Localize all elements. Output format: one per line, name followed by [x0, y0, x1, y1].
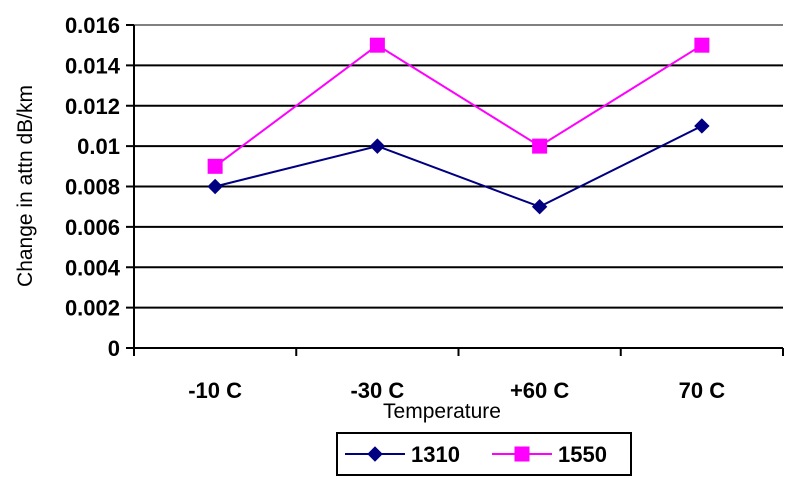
legend-label-1550: 1550 [558, 442, 607, 467]
y-axis-title: Change in attn dB/km [14, 85, 37, 287]
gridlines [134, 24, 783, 309]
y-tick-label: 0.004 [65, 255, 121, 280]
y-tick-label: 0.002 [65, 296, 120, 321]
y-tick-label: 0.01 [77, 134, 120, 159]
x-axis-title: Temperature [383, 400, 501, 423]
y-tick-label: 0.014 [65, 53, 121, 78]
x-tick-label: -30 C [350, 378, 404, 403]
y-tick-label: 0.008 [65, 175, 120, 200]
y-tick-label: 0.006 [65, 215, 120, 240]
legend: 1310 1550 [336, 432, 632, 476]
legend-label-1310: 1310 [411, 442, 460, 467]
data-point-1550 [207, 158, 223, 174]
legend-marker-1310 [367, 446, 383, 462]
data-point-1310 [207, 178, 223, 195]
data-point-1310 [694, 118, 710, 134]
data-point-1550 [694, 37, 710, 53]
data-point-1550 [532, 138, 548, 154]
x-tick-label: -10 C [188, 378, 242, 403]
legend-marker-1550 [514, 446, 530, 462]
y-tick-label: 0 [108, 336, 120, 361]
series-line-1550 [214, 43, 703, 168]
y-tick-label: 0.012 [65, 94, 120, 119]
data-point-1550 [369, 37, 385, 53]
series-layer [207, 37, 710, 215]
x-axis: -10 C -30 C +60 C 70 C [133, 347, 784, 403]
series-line-1310 [214, 125, 703, 208]
data-point-1310 [369, 138, 386, 154]
data-point-1310 [531, 198, 548, 215]
y-tick-label: 0.016 [65, 13, 120, 38]
x-tick-label: +60 C [510, 378, 569, 403]
x-tick-label: 70 C [679, 378, 726, 403]
y-axis: 0 0.002 0.004 0.006 0.008 0.01 0.012 0.014 0.016 [65, 13, 135, 361]
